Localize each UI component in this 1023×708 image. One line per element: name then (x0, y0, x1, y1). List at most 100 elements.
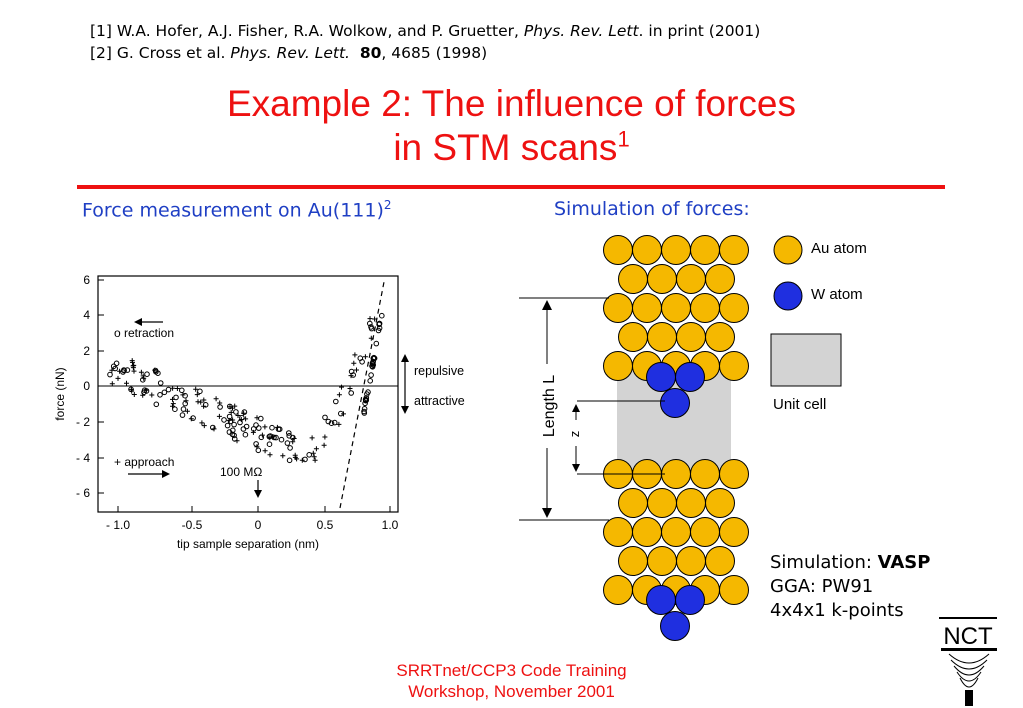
approach-point (238, 417, 244, 422)
y-tick-label: 2 (83, 344, 90, 358)
simulation-diagram: Length L z Au atom W atom Unit cell (519, 235, 867, 641)
approach-point (235, 413, 241, 418)
resistance-arrowhead (254, 490, 262, 498)
approach-point (170, 403, 175, 409)
retraction-point (241, 409, 248, 415)
retraction-point (121, 367, 127, 373)
reference-1-details: . in print (2001) (638, 22, 761, 40)
retraction-point (275, 426, 282, 432)
y-tick-label: 0 (83, 379, 90, 393)
approach-point (292, 454, 298, 460)
footer-line-2: Workshop, November 2001 (408, 682, 615, 701)
x-tick-label: 1.0 (382, 518, 399, 532)
retraction-point (113, 360, 120, 367)
au-atom (618, 546, 648, 576)
retraction-point (229, 431, 236, 438)
approach-point (188, 416, 194, 422)
nct-logo: NCT (939, 617, 997, 706)
approach-point (109, 381, 115, 387)
attractive-label: attractive (414, 394, 465, 408)
retraction-point (258, 434, 265, 441)
approach-point (372, 316, 378, 322)
au-atom (719, 235, 749, 265)
au-atom (603, 575, 633, 605)
sim-code-name: VASP (877, 552, 931, 573)
retraction-point (376, 320, 383, 327)
retraction-point (243, 423, 250, 430)
approach-point (267, 435, 273, 441)
au-atom (632, 293, 662, 323)
reference-1-journal: Phys. Rev. Lett (523, 22, 639, 40)
repulsive-arrowhead (401, 354, 409, 362)
retraction-point (221, 417, 227, 423)
approach-point (170, 385, 176, 391)
retraction-point (180, 406, 187, 412)
approach-point (354, 367, 359, 373)
au-atom (690, 517, 720, 547)
y-tick-label: 4 (83, 308, 90, 322)
retraction-point (286, 433, 292, 439)
legend-cell-swatch (770, 333, 842, 387)
reference-2-details: , 4685 (1998) (381, 44, 488, 62)
force-curve-graph: 6 4 2 0 - 2 - 4 - 6 - 1.0 -0.5 0 0.5 1.0… (53, 273, 409, 551)
retraction-point (153, 401, 160, 408)
retraction-point (224, 422, 231, 429)
approach-point (241, 410, 247, 416)
approach-point (352, 352, 358, 358)
y-axis-label: force (nN) (53, 367, 67, 420)
retraction-point (348, 368, 355, 375)
retraction-point (237, 419, 243, 426)
retraction-point (348, 390, 355, 396)
au-atom (618, 488, 648, 518)
approach-point (228, 409, 234, 415)
footer: SRRTnet/CCP3 Code Training Workshop, Nov… (0, 660, 1023, 702)
w-atom (675, 585, 705, 615)
retraction-point (273, 434, 279, 441)
retraction-point (286, 457, 293, 464)
approach-point (198, 399, 204, 405)
retraction-point (368, 325, 375, 332)
contact-slope-line (339, 281, 385, 509)
retraction-point (368, 372, 374, 378)
retraction-point (363, 395, 370, 401)
au-atom (603, 351, 633, 381)
retraction-point (110, 363, 117, 370)
approach-point (351, 360, 357, 366)
retraction-point (375, 327, 382, 334)
approach-point (336, 421, 342, 427)
y-tick-label: - 4 (76, 451, 90, 465)
approach-point (199, 420, 205, 426)
au-atom (690, 293, 720, 323)
au-atom (719, 351, 749, 381)
atom-lattice (603, 235, 749, 641)
x-tick-label: 0.5 (317, 518, 334, 532)
au-atom (705, 546, 735, 576)
length-arrowhead-bottom (542, 508, 552, 518)
retraction-point (371, 354, 377, 361)
subtitle-simulation: Simulation of forces: (554, 198, 750, 220)
retraction-point (124, 367, 131, 373)
retraction-point (357, 355, 364, 361)
y-tick-label: - 2 (76, 415, 90, 429)
retraction-point (152, 367, 159, 374)
approach-point (321, 442, 327, 448)
approach-point (280, 453, 286, 459)
au-atom (661, 235, 691, 265)
retraction-point (157, 392, 163, 398)
w-atom (660, 611, 690, 641)
au-atom (705, 322, 735, 352)
retraction-point (172, 406, 178, 412)
approach-point (138, 369, 144, 375)
retraction-point (278, 436, 285, 443)
retraction-point (361, 410, 368, 416)
au-atom (690, 459, 720, 489)
retraction-point (269, 424, 275, 431)
approach-point (250, 429, 256, 435)
retraction-point (210, 424, 216, 431)
retraction-point (373, 340, 380, 347)
legend-au-label: Au atom (811, 240, 867, 257)
retraction-point (286, 430, 292, 436)
plot-frame (97, 275, 399, 513)
approach-point (299, 457, 305, 463)
subtitle-force-measurement: Force measurement on Au(111)2 (82, 198, 392, 222)
